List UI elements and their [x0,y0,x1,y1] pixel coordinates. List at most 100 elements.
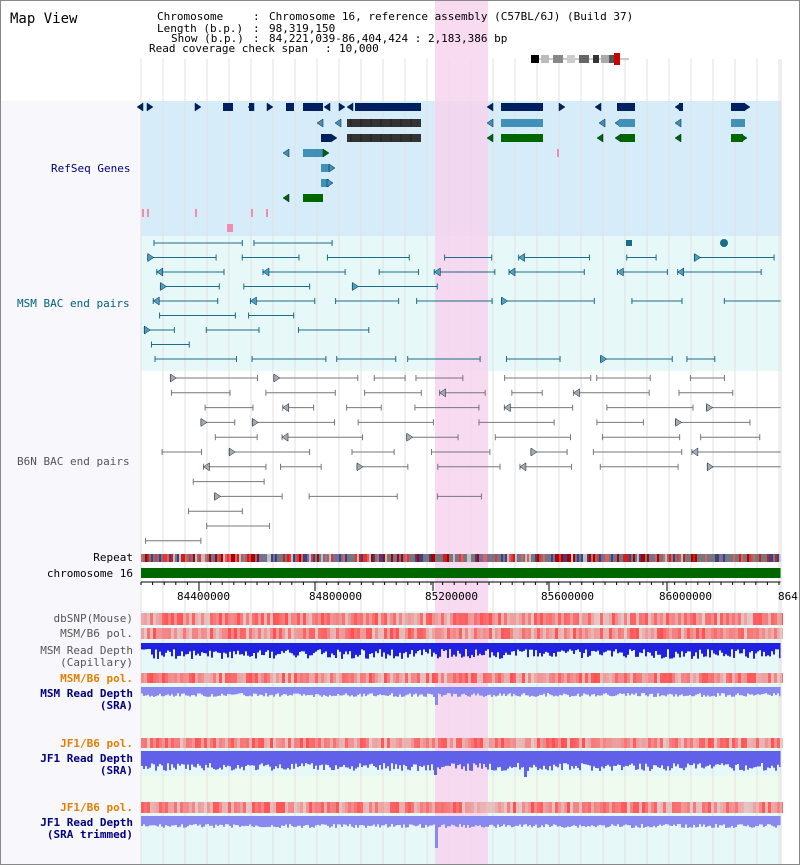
jf1-depth-trim-bar [769,816,771,825]
msm-depth-cap-bar [313,643,315,654]
jf1-depth-trim-bar [255,816,257,826]
msm-b6-pol2-cell [342,673,345,683]
msm-b6-pol2-cell [495,673,498,683]
chromosome-bar [141,568,781,578]
msm-b6-pol-2-label[interactable]: MSM/B6 pol. [60,672,133,685]
repeat-element [673,554,675,562]
msm-read-depth-capillary-label[interactable]: MSM Read Depth (Capillary) [40,644,133,669]
dbsnp-cell [729,613,732,625]
jf1-b6-pol2-cell [615,802,618,813]
dbsnp-cell [276,613,279,625]
msm-depth-cap-bar [593,643,595,651]
repeat-element [293,554,295,562]
msm-depth-sra-bar [567,687,569,695]
msm-b6-pol-cell [753,628,756,639]
jf1-depth-sra-bar [453,751,455,764]
msm-b6-pol2-cell [435,673,438,683]
gene-arrow [519,462,527,472]
jf1-b6-pol-2-label[interactable]: JF1/B6 pol. [60,801,133,814]
dbsnp-cell [441,613,444,625]
msm-depth-cap-bar [203,643,205,653]
dbsnp-cell [180,613,183,625]
repeat-element [477,554,479,562]
msm-b6-pol-cell [714,628,717,639]
jf1-b6-pol-cell [222,738,225,748]
jf1-depth-trim-bar [531,816,533,828]
jf1-depth-trim-bar [225,816,227,825]
jf1-depth-trim-bar [301,816,303,828]
dbsnp-cell [171,613,174,625]
jf1-depth-trim-bar [303,816,305,826]
msm-depth-sra-bar [581,687,583,696]
jf1-depth-trim-bar [537,816,539,828]
jf1-depth-trim-bar [351,816,353,827]
jf1-depth-trim-bar [623,816,625,826]
dbsnp-cell [237,613,240,625]
msm-b6-pol2-cell [483,673,486,683]
refseq-genes-label[interactable]: RefSeq Genes [51,162,131,175]
jf1-depth-sra-bar [291,751,293,764]
jf1-depth-sra-bar [231,751,233,771]
msm-depth-cap-bar [145,643,147,650]
msm-b6-pol2-cell [666,673,669,683]
msm-b6-pol-cell [366,628,369,639]
msm-depth-cap-bar [225,643,227,654]
msm-depth-sra-bar [399,687,401,695]
msm-depth-cap-bar [437,643,439,659]
msm-depth-cap-bar [585,643,587,650]
jf1-b6-pol-cell [153,738,156,748]
msm-depth-cap-bar [587,643,589,657]
jf1-depth-sra-bar [185,751,187,769]
jf1-depth-sra-bar [141,751,143,766]
jf1-depth-trim-bar [231,816,233,828]
repeat-element [165,554,167,562]
jf1-read-depth-sra-label[interactable]: JF1 Read Depth (SRA) [40,752,133,777]
msm-depth-sra-bar [267,687,269,697]
jf1-b6-pol2-cell [450,802,453,813]
jf1-depth-sra-bar [609,751,611,767]
dbsnp-cell [405,613,408,625]
jf1-read-depth-trimmed-label[interactable]: JF1 Read Depth (SRA trimmed) [40,816,133,841]
msm-b6-pol2-cell [324,673,327,683]
msm-depth-sra-bar [191,687,193,696]
jf1-depth-sra-bar [255,751,257,771]
jf1-depth-sra-bar [611,751,613,771]
msm-b6-pol-cell [696,628,699,639]
msm-b6-pol-label[interactable]: MSM/B6 pol. [60,627,133,640]
msm-b6-pol-cell [708,628,711,639]
repeat-element [371,554,373,562]
dbsnp-cell [465,613,468,625]
dbsnp-mouse-label[interactable]: dbSNP(Mouse) [53,612,133,625]
msm-depth-cap-bar [231,643,233,659]
msm-depth-sra-bar [711,687,713,697]
jf1-b6-pol-cell [195,738,198,748]
jf1-b6-pol-cell [750,738,753,748]
msm-b6-pol-cell [756,628,759,639]
ruler-tick-label: 84800000 [309,590,362,603]
dbsnp-cell [744,613,747,625]
jf1-depth-trim-bar [551,816,553,827]
msm-depth-cap-bar [261,643,263,655]
dbsnp-cell [534,613,537,625]
msm-depth-sra-bar [369,687,371,694]
msm-b6-pol2-cell [153,673,156,683]
jf1-depth-sra-bar [355,751,357,769]
dbsnp-cell [462,613,465,625]
msm-b6-pol-cell [429,628,432,639]
jf1-depth-sra-bar [347,751,349,768]
jf1-b6-pol2-cell [285,802,288,813]
msm-b6-pol-cell [378,628,381,639]
jf1-depth-trim-bar [707,816,709,827]
msm-b6-pol2-cell [501,673,504,683]
jf1-b6-pol-label[interactable]: JF1/B6 pol. [60,737,133,750]
dbsnp-cell [234,613,237,625]
gene-arrow [282,193,290,203]
repeat-element [557,554,559,562]
repeat-element [343,554,345,562]
b6n-bac-end-pairs-label[interactable]: B6N BAC end pairs [17,455,130,468]
dbsnp-cell [546,613,549,625]
msm-read-depth-sra-label[interactable]: MSM Read Depth (SRA) [40,687,133,712]
msm-depth-cap-bar [687,643,689,652]
msm-bac-end-pairs-label[interactable]: MSM BAC end pairs [17,297,130,310]
